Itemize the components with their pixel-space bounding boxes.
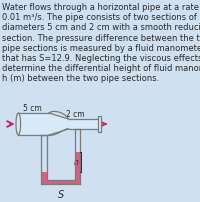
Text: Water flows through a horizontal pipe at a rate of: Water flows through a horizontal pipe at… (2, 3, 200, 12)
Bar (41, 180, 80, 184)
Polygon shape (49, 114, 69, 135)
Bar (18, 114, 49, 135)
Text: h (m) between the two pipe sections.: h (m) between the two pipe sections. (2, 74, 159, 83)
Text: determine the differential height of fluid manometer: determine the differential height of flu… (2, 64, 200, 73)
Text: S: S (58, 189, 64, 199)
Bar (41, 172, 47, 180)
Bar (98, 116, 101, 132)
Text: that has S=12.9. Neglecting the viscous effects,: that has S=12.9. Neglecting the viscous … (2, 54, 200, 63)
Text: h: h (74, 158, 78, 167)
Text: 2 cm: 2 cm (66, 109, 84, 118)
Text: 5 cm: 5 cm (23, 103, 42, 113)
Text: pipe sections is measured by a fluid manometer: pipe sections is measured by a fluid man… (2, 44, 200, 53)
Text: 0.01 m³/s. The pipe consists of two sections of: 0.01 m³/s. The pipe consists of two sect… (2, 13, 197, 22)
Bar (75, 152, 80, 180)
Text: diameters 5 cm and 2 cm with a smooth reducing: diameters 5 cm and 2 cm with a smooth re… (2, 23, 200, 32)
Text: section. The pressure difference between the two: section. The pressure difference between… (2, 34, 200, 42)
Ellipse shape (16, 114, 21, 135)
Bar (69, 119, 98, 129)
